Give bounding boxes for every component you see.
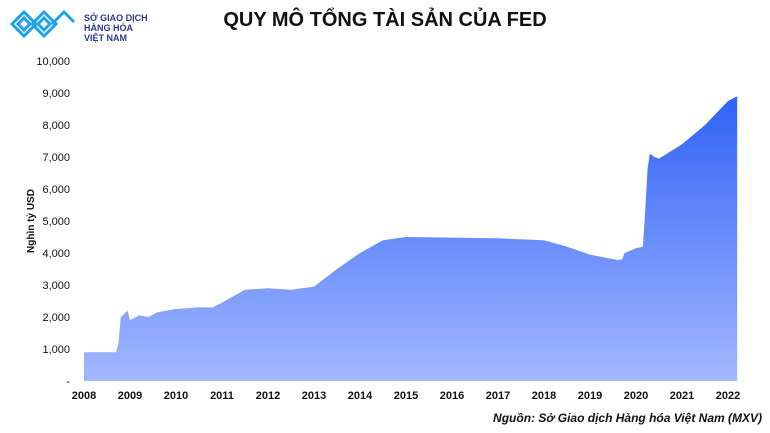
x-tick-label: 2011: [210, 390, 234, 402]
x-tick-label: 2010: [164, 390, 188, 402]
x-tick-label: 2012: [256, 390, 280, 402]
y-tick-label: 8,000: [42, 120, 70, 132]
y-axis-label: Nghìn tỷ USD: [26, 189, 37, 253]
y-tick-label: 10,000: [36, 56, 70, 68]
y-tick-label: 3,000: [42, 280, 70, 292]
x-tick-label: 2008: [72, 390, 96, 402]
y-tick-label: 5,000: [42, 216, 70, 228]
x-tick-label: 2017: [486, 390, 510, 402]
x-tick-label: 2022: [716, 390, 740, 402]
y-tick-label: -: [66, 376, 70, 388]
x-tick-label: 2014: [348, 390, 373, 402]
y-tick-label: 7,000: [42, 152, 70, 164]
x-tick-label: 2019: [578, 390, 602, 402]
x-tick-label: 2016: [440, 390, 464, 402]
y-tick-label: 1,000: [42, 344, 70, 356]
y-tick-label: 4,000: [42, 248, 70, 260]
logo-line: VIỆT NAM: [84, 33, 128, 43]
fed-assets-area: [84, 96, 738, 381]
y-tick-label: 9,000: [42, 88, 70, 100]
x-tick-label: 2009: [118, 390, 142, 402]
mxv-logo: SỞ GIAO DỊCH HÀNG HÓA VIỆT NAM: [8, 6, 208, 46]
x-tick-label: 2021: [670, 390, 694, 402]
x-tick-label: 2020: [624, 390, 648, 402]
logo-line: HÀNG HÓA: [84, 23, 133, 33]
source-note: Nguồn: Sở Giao dịch Hàng hóa Việt Nam (M…: [493, 411, 762, 425]
x-tick-label: 2013: [302, 390, 326, 402]
x-tick-label: 2015: [394, 390, 418, 402]
logo-line: SỞ GIAO DỊCH: [84, 13, 148, 23]
y-tick-label: 2,000: [42, 312, 70, 324]
chart-title: QUY MÔ TỔNG TÀI SẢN CỦA FED: [223, 9, 547, 31]
y-tick-label: 6,000: [42, 184, 70, 196]
x-tick-label: 2018: [532, 390, 556, 402]
logo-mark-icon: [9, 9, 76, 39]
